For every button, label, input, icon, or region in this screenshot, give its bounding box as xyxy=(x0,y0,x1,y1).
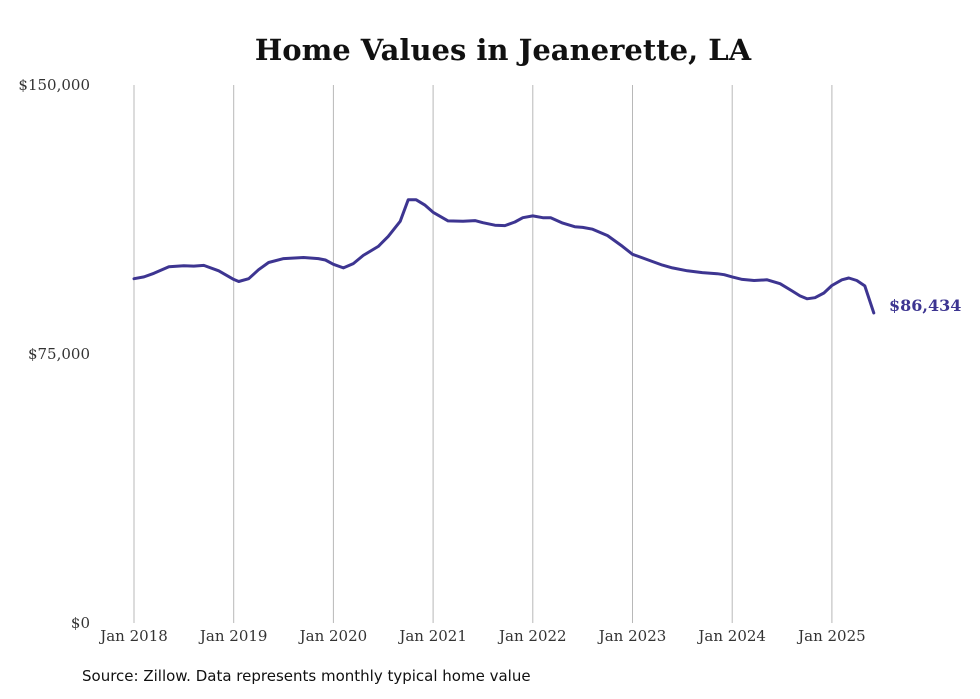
x-axis: Jan 2018 Jan 2019 Jan 2020 Jan 2021 Jan 2022… xyxy=(98,627,865,645)
y-tick-label: $75,000 xyxy=(28,345,90,363)
grid xyxy=(133,85,833,623)
x-tick-label: Jan 2021 xyxy=(397,627,467,645)
end-value-label: $86,434 xyxy=(889,296,961,315)
y-tick-label: $0 xyxy=(71,614,90,632)
x-tick-label: Jan 2018 xyxy=(98,627,168,645)
x-tick-label: Jan 2022 xyxy=(497,627,567,645)
chart-title: Home Values in Jeanerette, LA xyxy=(255,33,752,67)
series-line-0 xyxy=(132,198,876,315)
x-tick-label: Jan 2023 xyxy=(597,627,667,645)
y-axis: $0 $75,000 $150,000 xyxy=(18,76,90,632)
y-tick-label: $150,000 xyxy=(18,76,90,94)
source-note: Source: Zillow. Data represents monthly … xyxy=(82,667,531,685)
x-tick-label: Jan 2025 xyxy=(796,627,866,645)
x-tick-label: Jan 2024 xyxy=(696,627,766,645)
series-group xyxy=(132,198,876,315)
x-tick-label: Jan 2019 xyxy=(198,627,268,645)
x-tick-label: Jan 2020 xyxy=(298,627,368,645)
